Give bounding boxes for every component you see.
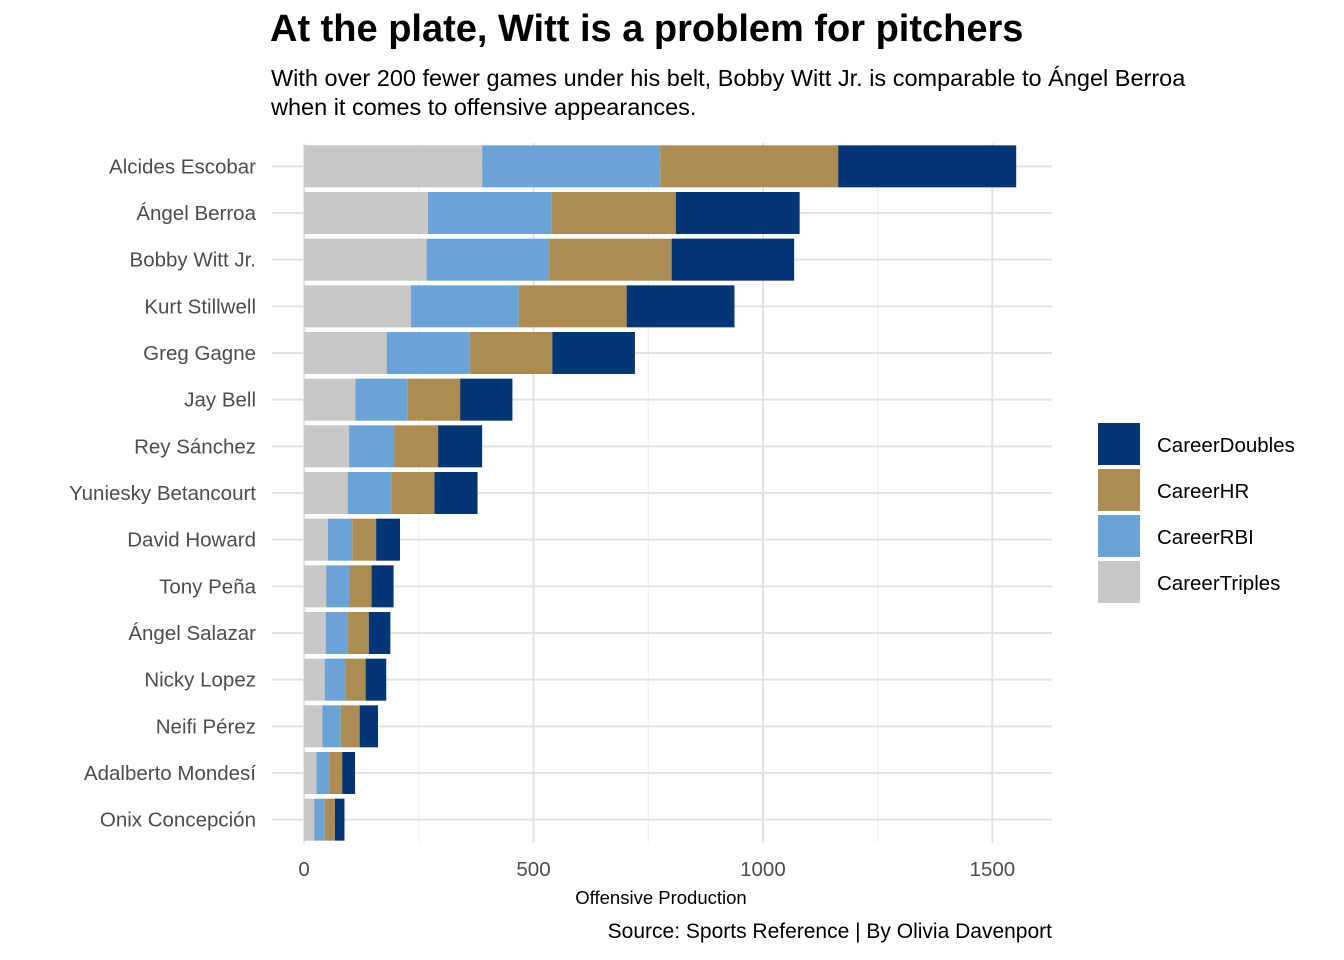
bar-careerdoubles — [359, 705, 378, 748]
bar-careerhr — [660, 145, 839, 188]
y-tick-label: Tony Peña — [159, 575, 256, 598]
bar-careerrbi — [347, 472, 392, 514]
bar-careerhr — [324, 798, 335, 841]
legend-label: CareerHR — [1157, 480, 1249, 503]
bar-careertriples — [304, 285, 412, 328]
y-tick-label: Rey Sánchez — [134, 435, 256, 458]
bar-careerdoubles — [675, 192, 800, 234]
bar-careertriples — [304, 472, 348, 514]
bar-careerhr — [347, 612, 369, 654]
bar-careertriples — [304, 145, 483, 188]
bar-careerdoubles — [438, 425, 483, 468]
bar-careerrbi — [349, 425, 395, 468]
bar-careertriples — [304, 612, 326, 654]
bar-careerhr — [549, 238, 672, 281]
legend-label: CareerRBI — [1157, 526, 1254, 549]
chart-title: At the plate, Witt is a problem for pitc… — [270, 8, 1024, 50]
x-tick-label: 0 — [298, 858, 309, 881]
bar-careerhr — [345, 658, 366, 701]
y-tick-label: Neifi Pérez — [156, 715, 256, 738]
bar-careerrbi — [322, 705, 341, 748]
bar-careerrbi — [411, 285, 519, 328]
y-tick-label: Alcides Escobar — [109, 155, 256, 178]
bar-careerrbi — [327, 518, 353, 561]
x-axis-tick-labels: 0 500 1000 1500 — [298, 858, 1015, 881]
bar-careerhr — [352, 518, 377, 561]
bar-careerhr — [551, 192, 676, 234]
bar-careertriples — [304, 565, 327, 608]
y-tick-label: Bobby Witt Jr. — [130, 249, 256, 272]
bar-careerdoubles — [365, 658, 387, 701]
chart-subtitle: With over 200 fewer games under his belt… — [271, 65, 1186, 120]
bar-careerrbi — [326, 565, 350, 608]
legend-label: CareerDoubles — [1157, 434, 1295, 457]
bar-careertriples — [304, 332, 387, 374]
bars — [304, 145, 1017, 841]
y-tick-label: Kurt Stillwell — [144, 295, 256, 318]
y-tick-label: David Howard — [127, 529, 256, 552]
bar-careerrbi — [324, 658, 346, 701]
bar-careerdoubles — [368, 612, 391, 654]
y-axis-tick-labels: Alcides Escobar Ángel Berroa Bobby Witt Jr… — [69, 155, 257, 831]
y-tick-label: Ángel Berroa — [136, 202, 256, 225]
y-tick-label: Yuniesky Betancourt — [69, 482, 256, 505]
bar-careerdoubles — [434, 472, 478, 514]
bar-careerhr — [407, 378, 461, 421]
x-tick-label: 1500 — [970, 858, 1016, 881]
bar-careerhr — [394, 425, 439, 468]
bar-careerrbi — [428, 192, 552, 234]
bar-careerhr — [391, 472, 435, 514]
bar-careerdoubles — [671, 238, 795, 281]
y-tick-label: Onix Concepción — [100, 809, 256, 832]
x-tick-label: 1000 — [740, 858, 786, 881]
bar-careerhr — [518, 285, 627, 328]
y-tick-label: Greg Gagne — [143, 342, 256, 365]
legend-label: CareerTriples — [1157, 572, 1280, 595]
bar-careerrbi — [325, 612, 348, 654]
x-axis-title: Offensive Production — [575, 887, 746, 908]
bar-careertriples — [304, 798, 315, 841]
legend: CareerDoubles CareerHR CareerRBI CareerTrip… — [1098, 423, 1295, 603]
y-tick-label: Jay Bell — [184, 389, 256, 412]
bar-careerdoubles — [342, 752, 356, 794]
bar-careerdoubles — [460, 378, 513, 421]
y-tick-label: Nicky Lopez — [144, 669, 256, 692]
bar-careerhr — [340, 705, 360, 748]
bar-careerrbi — [355, 378, 408, 421]
bar-careertriples — [304, 518, 328, 561]
bar-careerdoubles — [376, 518, 401, 561]
bar-careertriples — [304, 752, 317, 794]
bar-careerdoubles — [626, 285, 735, 328]
bar-careerdoubles — [838, 145, 1017, 188]
bar-careerrbi — [482, 145, 661, 188]
bar-careerdoubles — [371, 565, 394, 608]
bar-careertriples — [304, 425, 350, 468]
bar-careerhr — [469, 332, 553, 374]
legend-key — [1098, 515, 1140, 557]
chart-caption: Source: Sports Reference | By Olivia Dav… — [607, 920, 1052, 943]
legend-key — [1098, 561, 1140, 603]
bar-careerrbi — [426, 238, 550, 281]
bar-careerdoubles — [552, 332, 635, 374]
bar-careertriples — [304, 658, 325, 701]
legend-key — [1098, 423, 1140, 465]
bar-careerhr — [329, 752, 343, 794]
x-tick-label: 500 — [516, 858, 550, 881]
bar-careerhr — [349, 565, 372, 608]
legend-key — [1098, 469, 1140, 511]
bar-careerrbi — [386, 332, 470, 374]
bar-careerdoubles — [334, 798, 345, 841]
bar-careerrbi — [316, 752, 330, 794]
bar-careertriples — [304, 238, 427, 281]
bar-careertriples — [304, 192, 428, 234]
bar-careertriples — [304, 378, 356, 421]
bar-careertriples — [304, 705, 323, 748]
y-tick-label: Ángel Salazar — [128, 622, 256, 645]
y-tick-label: Adalberto Mondesí — [84, 762, 256, 785]
bar-careerrbi — [314, 798, 325, 841]
